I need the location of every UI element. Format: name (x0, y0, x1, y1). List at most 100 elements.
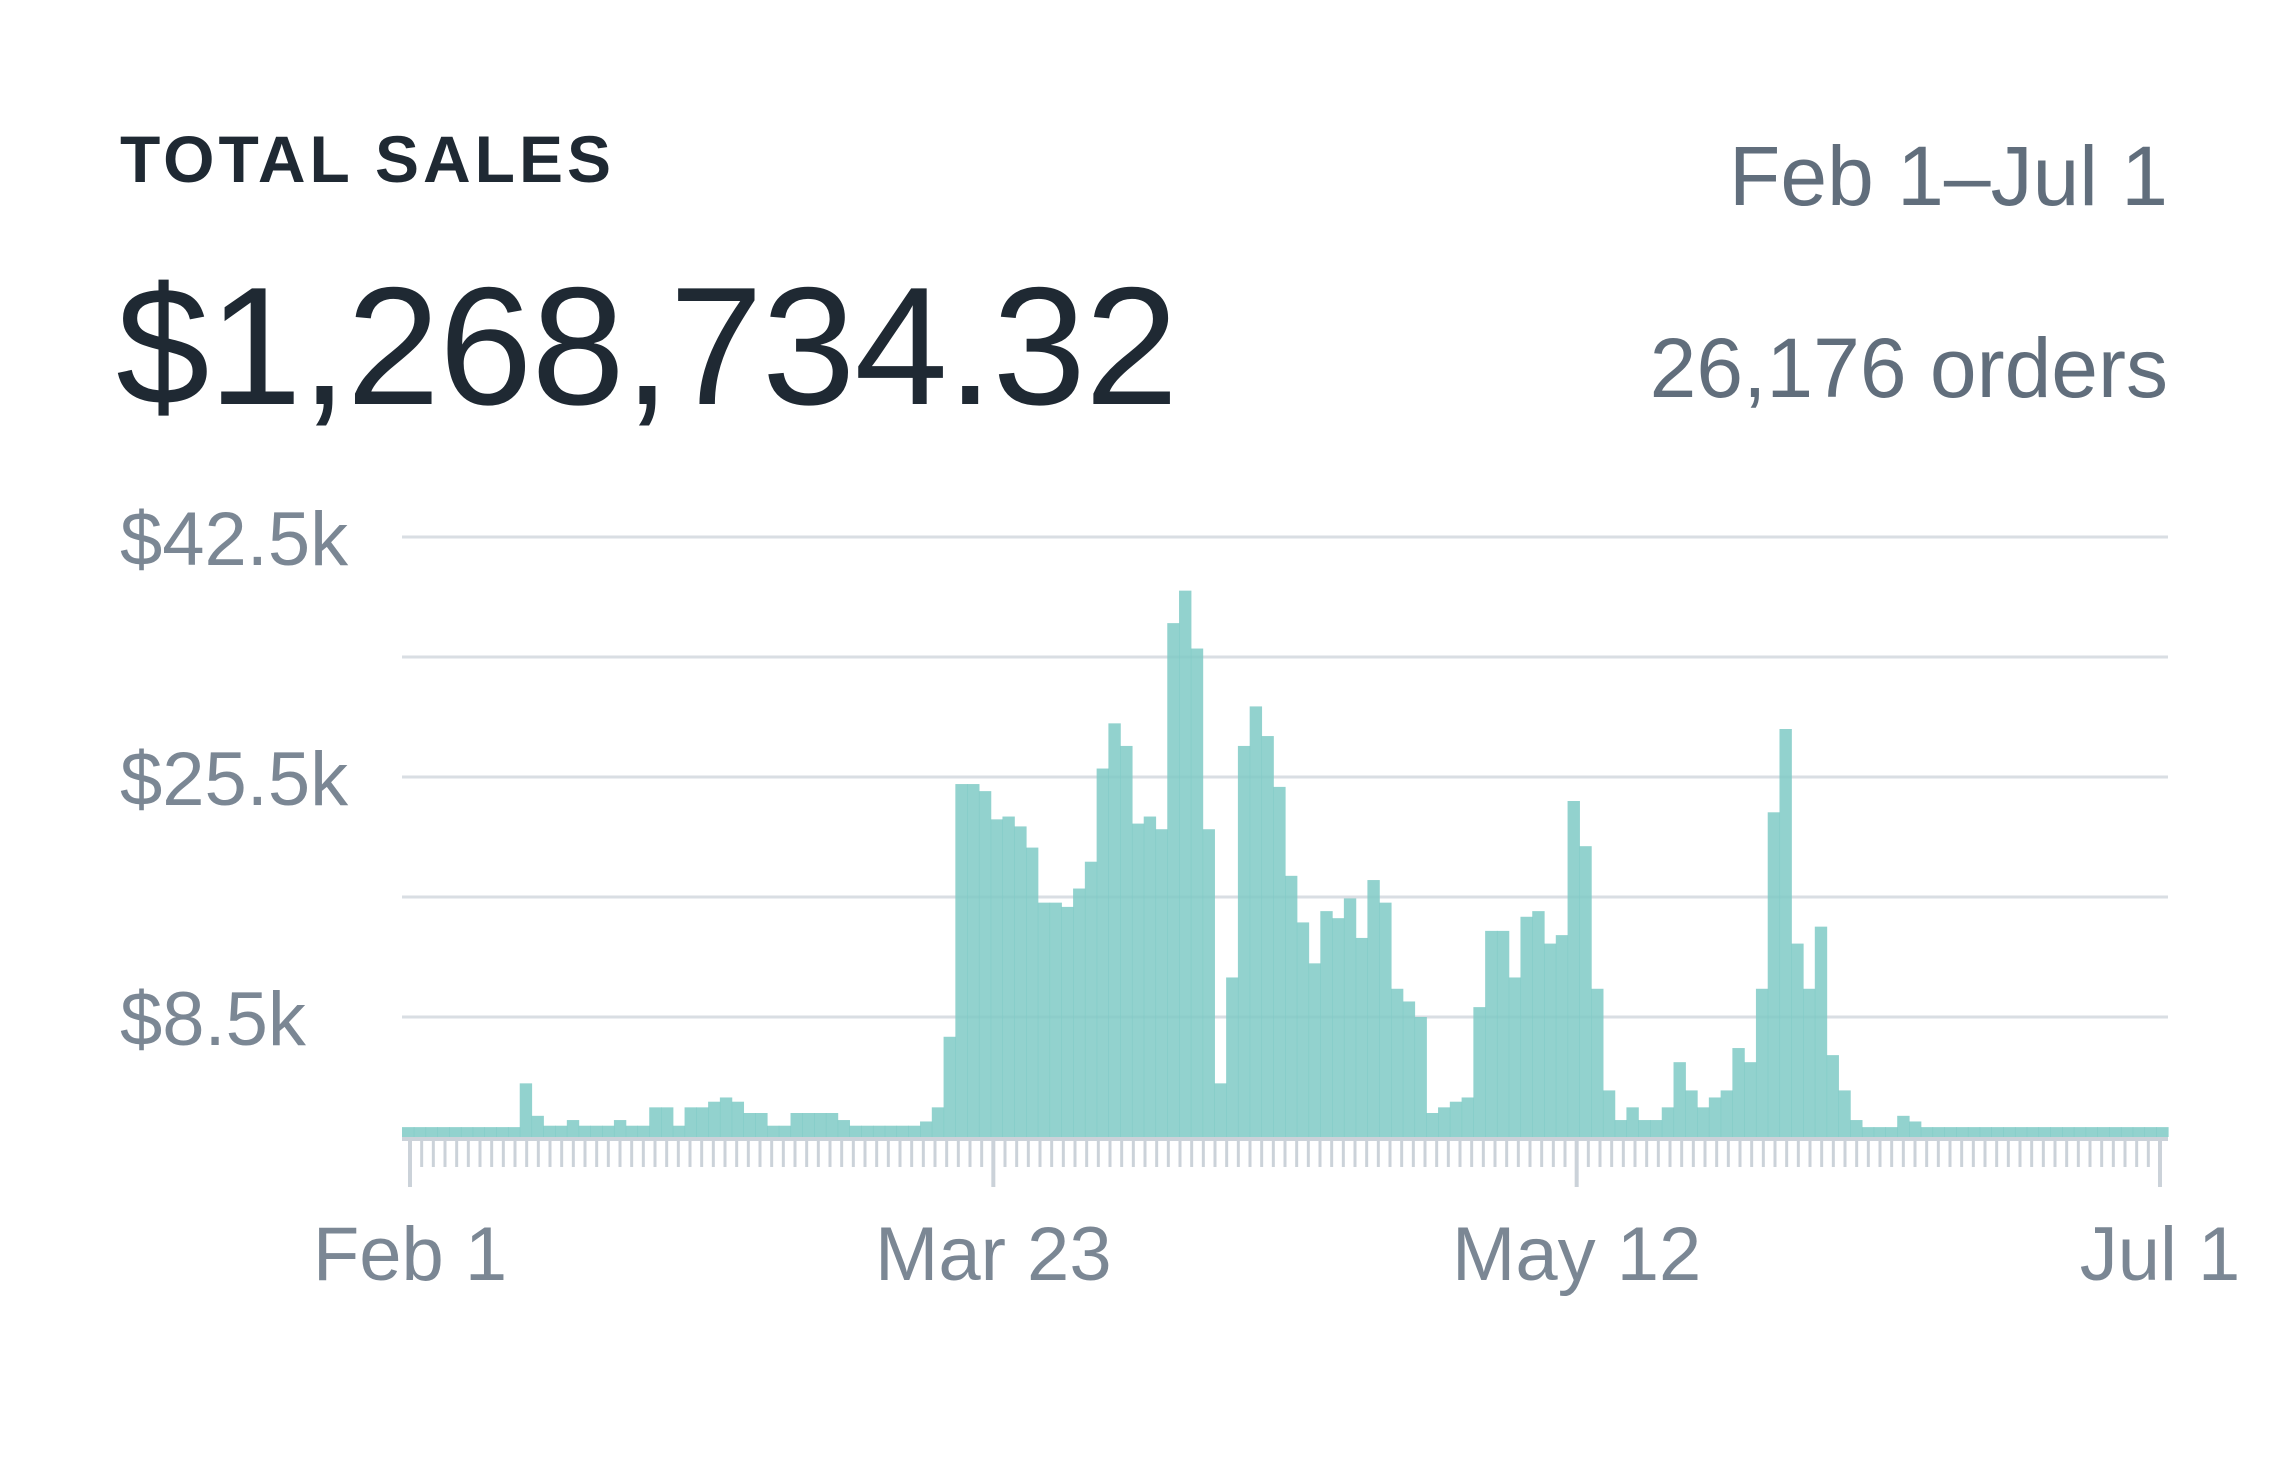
bar[interactable] (1214, 1083, 1227, 1137)
bar[interactable] (978, 791, 992, 1137)
bar[interactable] (2120, 1127, 2134, 1137)
bar[interactable] (2073, 1127, 2087, 1137)
bar[interactable] (484, 1127, 497, 1137)
bar[interactable] (696, 1107, 709, 1137)
bar[interactable] (1932, 1127, 1945, 1137)
bar[interactable] (1226, 977, 1239, 1137)
bar[interactable] (2097, 1127, 2110, 1137)
bar[interactable] (1626, 1107, 1639, 1137)
bar[interactable] (1414, 1017, 1427, 1137)
bar[interactable] (402, 1127, 415, 1137)
bar[interactable] (1037, 902, 1051, 1137)
bar[interactable] (590, 1125, 603, 1137)
bar[interactable] (814, 1113, 827, 1137)
bar[interactable] (990, 819, 1004, 1137)
bar[interactable] (920, 1121, 933, 1137)
bar[interactable] (1779, 729, 1792, 1137)
bar[interactable] (1908, 1121, 1922, 1137)
bar[interactable] (543, 1125, 556, 1137)
bar[interactable] (1861, 1127, 1875, 1137)
bar[interactable] (578, 1125, 591, 1137)
bar[interactable] (684, 1107, 697, 1137)
bar[interactable] (2026, 1127, 2040, 1137)
bar[interactable] (1179, 590, 1192, 1137)
bar[interactable] (637, 1125, 650, 1137)
bar[interactable] (1438, 1107, 1451, 1137)
bar[interactable] (1979, 1127, 1992, 1137)
bar[interactable] (649, 1107, 662, 1137)
bar[interactable] (1202, 829, 1215, 1137)
bar[interactable] (896, 1125, 909, 1137)
bar[interactable] (472, 1127, 486, 1137)
bar[interactable] (1025, 847, 1039, 1137)
bar[interactable] (1967, 1127, 1981, 1137)
bar[interactable] (2144, 1127, 2157, 1137)
bar[interactable] (519, 1083, 533, 1137)
bar[interactable] (1449, 1101, 1463, 1137)
bar[interactable] (1061, 906, 1074, 1137)
bar[interactable] (1367, 880, 1380, 1137)
bar[interactable] (790, 1113, 803, 1137)
bar[interactable] (1355, 937, 1369, 1137)
bar[interactable] (613, 1120, 627, 1137)
bar[interactable] (1508, 977, 1522, 1137)
bar[interactable] (1732, 1048, 1745, 1137)
bar[interactable] (967, 784, 980, 1137)
bar[interactable] (507, 1127, 521, 1137)
bar[interactable] (1073, 888, 1086, 1137)
bar[interactable] (661, 1107, 674, 1137)
bar[interactable] (1402, 1001, 1416, 1137)
bar[interactable] (1461, 1097, 1474, 1137)
bar[interactable] (1956, 1127, 1969, 1137)
bar[interactable] (708, 1101, 721, 1137)
bar[interactable] (1638, 1120, 1651, 1137)
bar[interactable] (1885, 1127, 1898, 1137)
bar[interactable] (2014, 1127, 2028, 1137)
bar[interactable] (1520, 916, 1533, 1137)
bar[interactable] (802, 1113, 815, 1137)
bar[interactable] (449, 1127, 462, 1137)
bar[interactable] (1579, 846, 1592, 1137)
bar[interactable] (2038, 1127, 2051, 1137)
bar[interactable] (1426, 1113, 1439, 1137)
bar[interactable] (566, 1120, 580, 1137)
bar[interactable] (955, 784, 968, 1137)
bar[interactable] (778, 1125, 792, 1137)
bar[interactable] (755, 1113, 768, 1137)
bar[interactable] (743, 1113, 756, 1137)
bar[interactable] (1767, 812, 1781, 1137)
bar[interactable] (872, 1125, 886, 1137)
bar[interactable] (1649, 1120, 1663, 1137)
bar[interactable] (2050, 1127, 2063, 1137)
bar[interactable] (1555, 935, 1569, 1137)
bar[interactable] (1744, 1062, 1757, 1137)
bar[interactable] (1920, 1127, 1934, 1137)
bar[interactable] (1826, 1055, 1839, 1137)
bar[interactable] (2085, 1127, 2098, 1137)
bar[interactable] (1661, 1107, 1675, 1137)
bar[interactable] (2156, 1127, 2169, 1137)
bar[interactable] (1002, 816, 1015, 1137)
bar[interactable] (2109, 1127, 2122, 1137)
bar[interactable] (437, 1127, 450, 1137)
bar[interactable] (555, 1125, 568, 1137)
bar[interactable] (1473, 1007, 1486, 1137)
bar[interactable] (1343, 898, 1357, 1137)
bar[interactable] (1084, 861, 1098, 1137)
bar[interactable] (1273, 786, 1286, 1137)
bar[interactable] (1320, 911, 1333, 1137)
bar[interactable] (496, 1127, 509, 1137)
bar[interactable] (2132, 1127, 2146, 1137)
bar[interactable] (1014, 826, 1027, 1137)
bar[interactable] (908, 1125, 921, 1137)
bar[interactable] (1991, 1127, 2004, 1137)
bar[interactable] (1155, 829, 1168, 1137)
bar[interactable] (1131, 823, 1145, 1137)
bar[interactable] (1167, 623, 1180, 1137)
bar[interactable] (1708, 1097, 1722, 1137)
bar[interactable] (625, 1125, 639, 1137)
bar[interactable] (1379, 902, 1392, 1137)
bar[interactable] (884, 1125, 898, 1137)
bar[interactable] (1567, 801, 1580, 1137)
bar[interactable] (1390, 988, 1404, 1137)
